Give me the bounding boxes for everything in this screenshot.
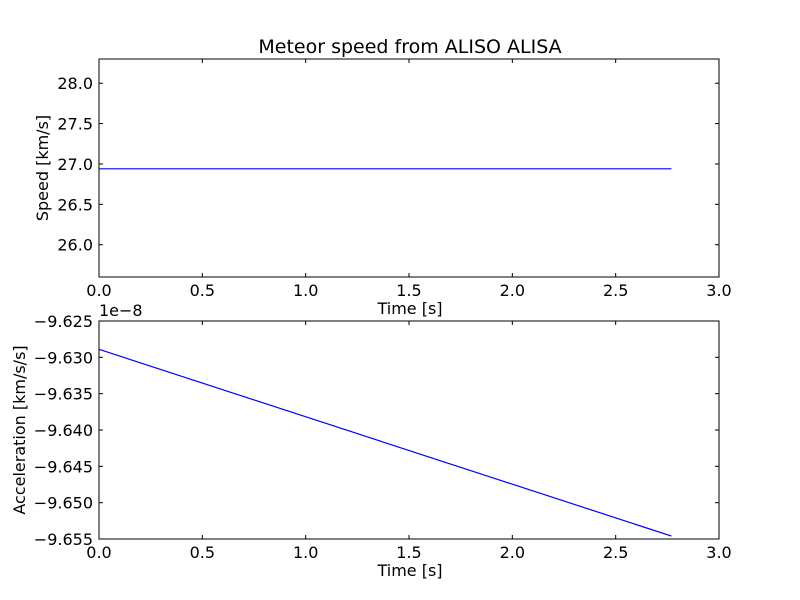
- speed-x-tick-label: 1.5: [396, 281, 421, 300]
- acceleration-offset-label: 1e−8: [99, 301, 143, 320]
- acceleration-y-tick-label: −9.640: [34, 421, 93, 440]
- acceleration-y-tick-label: −9.635: [34, 385, 93, 404]
- acceleration-x-tick-label: 0.5: [190, 543, 215, 562]
- acceleration-x-tick-label: 3.0: [706, 543, 731, 562]
- acceleration-y-tick-label: −9.655: [34, 530, 93, 549]
- acceleration-series: [98, 348, 672, 537]
- acceleration-ticks: 0.0 0.5 1.0 1.5 2.0 2.5 3.0 −9.655 −9.650 −9.645 −…: [34, 312, 732, 562]
- acceleration-x-tick-label: 2.5: [603, 543, 628, 562]
- acceleration-x-tick-label: 2.0: [500, 543, 525, 562]
- acceleration-y-tick-label: −9.625: [34, 312, 93, 331]
- acceleration-y-tick-label: −9.630: [34, 348, 93, 367]
- acceleration-y-tick-label: −9.650: [34, 494, 93, 513]
- speed-y-tick-label: 28.0: [57, 74, 93, 93]
- speed-axes: 0.0 0.5 1.0 1.5 2.0 2.5 3.0 26.0 26.5 27.0 27.5 28.…: [33, 58, 732, 318]
- speed-x-tick-label: 2.5: [603, 281, 628, 300]
- speed-x-tick-label: 1.0: [293, 281, 318, 300]
- speed-x-tick-label: 0.5: [190, 281, 215, 300]
- speed-y-tick-label: 27.5: [57, 115, 93, 134]
- speed-x-tick-label: 3.0: [706, 281, 731, 300]
- speed-ticks: 0.0 0.5 1.0 1.5 2.0 2.5 3.0 26.0 26.5 27.0 27.5 28.…: [57, 59, 732, 300]
- acceleration-x-axis-label: Time [s]: [376, 561, 442, 580]
- speed-y-tick-label: 26.0: [57, 236, 93, 255]
- acceleration-series-line: [98, 348, 672, 537]
- acceleration-y-tick-label: −9.645: [34, 457, 93, 476]
- speed-x-tick-label: 2.0: [500, 281, 525, 300]
- speed-y-tick-label: 26.5: [57, 195, 93, 214]
- chart-title: Meteor speed from ALISO ALISA: [258, 36, 561, 58]
- acceleration-axes: 0.0 0.5 1.0 1.5 2.0 2.5 3.0 −9.655 −9.650 −9.645 −…: [10, 301, 732, 580]
- acceleration-x-tick-label: 1.0: [293, 543, 318, 562]
- acceleration-x-tick-label: 0.0: [86, 543, 111, 562]
- speed-y-axis-label: Speed [km/s]: [33, 115, 52, 221]
- acceleration-x-tick-label: 1.5: [396, 543, 421, 562]
- speed-y-tick-label: 27.0: [57, 155, 93, 174]
- acceleration-y-axis-label: Acceleration [km/s/s]: [10, 345, 29, 514]
- speed-x-tick-label: 0.0: [86, 281, 111, 300]
- speed-x-axis-label: Time [s]: [376, 299, 442, 318]
